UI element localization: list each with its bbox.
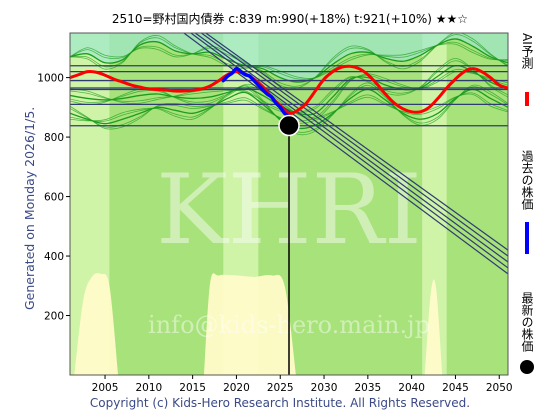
x-axis: 2005 2010 2015 2020 2025 2030 2035 2040 2045 2050	[92, 375, 513, 394]
past-price-line	[221, 66, 291, 119]
ai-forecast-line	[70, 64, 508, 115]
band-line-minor	[70, 35, 508, 79]
generated-date-label: Generated on Monday 2026/1/5.	[22, 106, 37, 310]
chart-title: 2510=野村国内債券 c:839 m:990(+18%) t:921(+10%…	[111, 12, 469, 26]
x-tick-label: 2005	[92, 382, 119, 394]
plot-frame	[69, 32, 509, 376]
x-tick-label: 2040	[398, 382, 425, 394]
x-tick-label: 2010	[135, 382, 162, 394]
legend-label: 過去の株価	[520, 150, 534, 210]
x-tick-label: 2035	[354, 382, 381, 394]
y-axis: 200 400 600 800 1000	[37, 73, 70, 323]
copyright-footer: Copyright (c) Kids-Hero Research Institu…	[89, 396, 471, 410]
latest-price-dot	[278, 114, 300, 137]
y-tick-label: 800	[44, 132, 64, 144]
x-tick-label: 2030	[311, 382, 338, 394]
y-tick-label: 1000	[37, 73, 64, 85]
x-tick-label: 2020	[223, 382, 250, 394]
y-tick-label: 400	[44, 251, 64, 263]
x-tick-label: 2050	[486, 382, 513, 394]
x-tick-label: 2015	[179, 382, 206, 394]
cream-region	[424, 279, 443, 375]
legend-label: 最新の株価	[520, 292, 534, 352]
band-line	[70, 64, 508, 116]
y-tick-label: 600	[44, 192, 64, 204]
y-tick-label: 200	[44, 311, 64, 323]
trend-line	[201, 33, 508, 257]
legend-label: AI予測	[520, 33, 534, 69]
x-tick-label: 2045	[442, 382, 469, 394]
trend-line	[205, 33, 508, 251]
legend-dot	[520, 360, 534, 374]
cream-region	[74, 272, 119, 375]
top-teal-area	[70, 33, 508, 83]
x-tick-label: 2025	[267, 382, 294, 394]
cream-region	[204, 273, 297, 375]
